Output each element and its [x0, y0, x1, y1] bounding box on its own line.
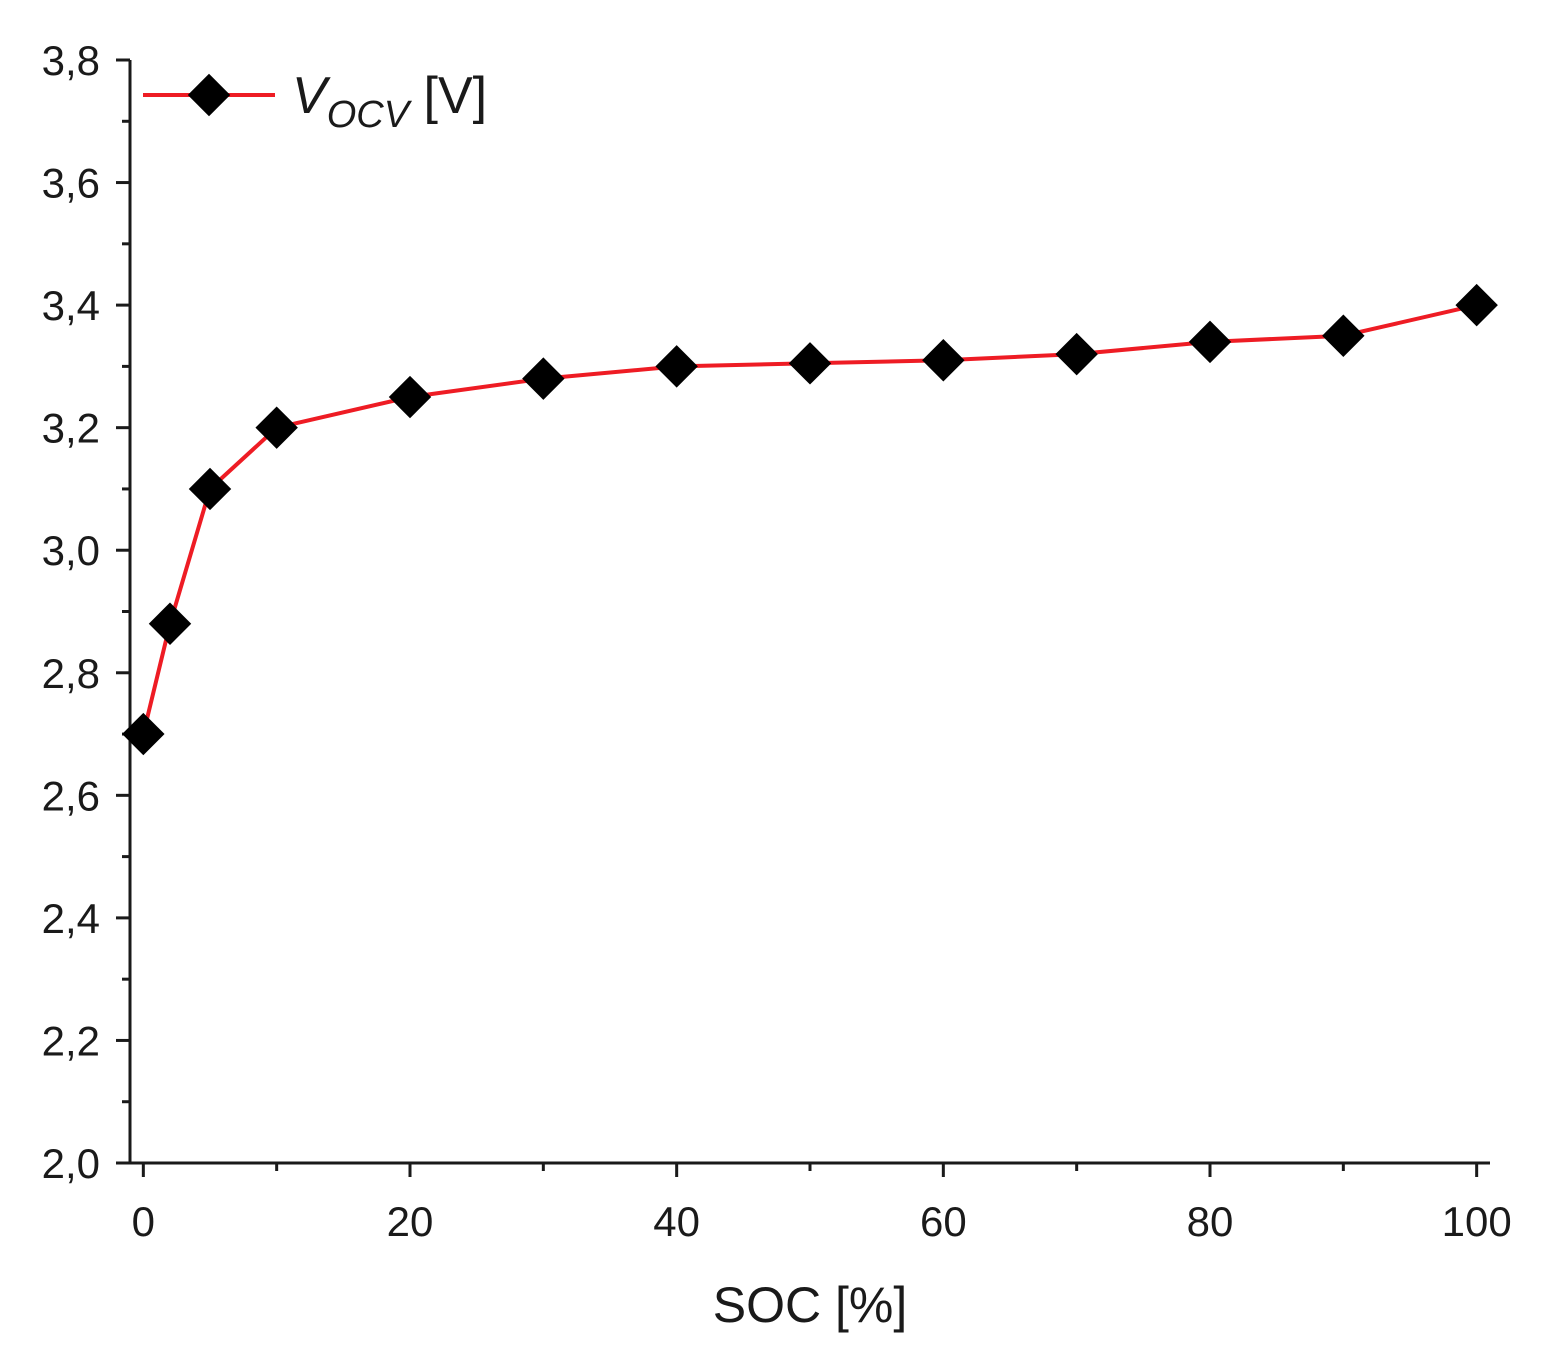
legend-main: V: [292, 67, 331, 125]
y-tick-label: 2,8: [42, 650, 100, 697]
data-point-marker: [148, 602, 192, 645]
y-tick-label: 3,4: [42, 282, 100, 329]
y-tick-label: 2,0: [42, 1140, 100, 1187]
series: [122, 283, 1498, 756]
y-tick-label: 3,6: [42, 160, 100, 207]
data-point-marker: [122, 712, 165, 756]
y-tick-label: 2,2: [42, 1017, 100, 1064]
y-tick-label: 2,6: [42, 772, 100, 819]
x-tick-label: 40: [653, 1198, 700, 1245]
y-tick-label: 3,0: [42, 527, 100, 574]
x-tick-label: 0: [132, 1198, 155, 1245]
x-tick-label: 100: [1442, 1198, 1512, 1245]
data-point-marker: [255, 406, 298, 449]
data-point-marker: [1322, 314, 1365, 357]
data-point-marker: [188, 467, 232, 511]
data-point-marker: [922, 339, 965, 382]
y-tick-label: 3,2: [42, 405, 100, 452]
x-tick-label: 20: [387, 1198, 434, 1245]
data-point-marker: [1188, 320, 1232, 364]
y-tick-label: 2,4: [42, 895, 100, 942]
data-point-marker: [1455, 283, 1498, 327]
x-axis-title: SOC [%]: [713, 1277, 907, 1333]
data-point-marker: [522, 357, 565, 400]
data-point-marker: [655, 345, 698, 388]
legend-subscript: OCV: [327, 94, 413, 136]
legend-marker-swatch: [187, 73, 231, 117]
legend-entry-label: VOCV [V]: [292, 67, 487, 136]
legend: VOCV [V]: [143, 67, 487, 136]
x-tick-label: 80: [1187, 1198, 1234, 1245]
x-tick-label: 60: [920, 1198, 967, 1245]
legend-unit: [V]: [409, 67, 487, 125]
axes: [128, 60, 1490, 1165]
y-tick-label: 3,8: [42, 37, 100, 84]
ticks: 2,0 2,2 2,4 2,6 2,8 3,0 3,2 3,4 3,6 3,8 0 20 40 60 80 1…: [42, 37, 1512, 1245]
data-point-marker: [1055, 332, 1098, 376]
data-point-marker: [388, 375, 432, 419]
data-point-marker: [788, 342, 832, 385]
